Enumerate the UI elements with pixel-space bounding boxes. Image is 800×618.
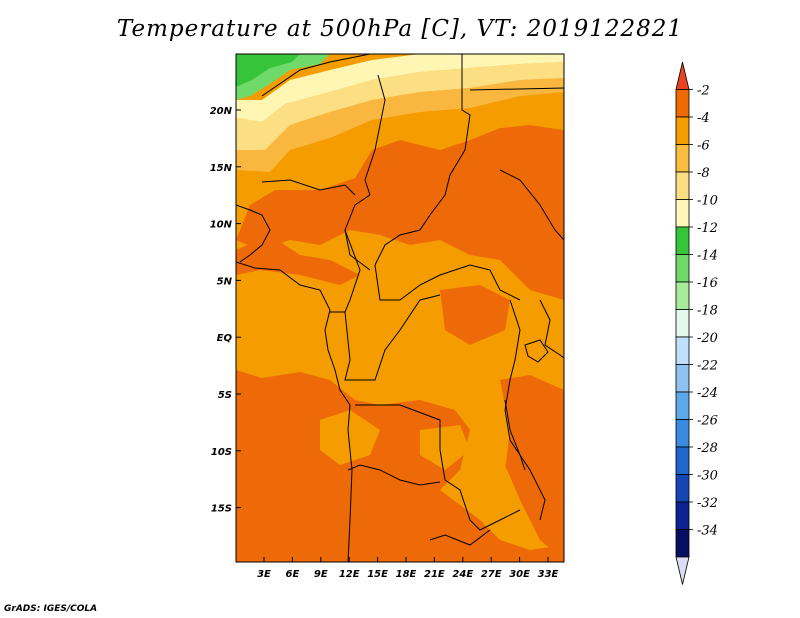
border-angola xyxy=(347,464,441,486)
border-car xyxy=(374,264,521,301)
colorbar-label: -30 xyxy=(697,469,718,484)
colorbar-label: -20 xyxy=(697,331,718,346)
lat-label: 5S xyxy=(218,390,232,401)
lat-label: 5N xyxy=(217,276,233,287)
lat-label: 20N xyxy=(210,106,233,117)
colorbar-label: -32 xyxy=(697,496,718,511)
colorbar-swatch xyxy=(675,419,690,448)
colorbar-label: -6 xyxy=(697,139,710,154)
colorbar-top-arrow xyxy=(675,61,690,90)
field-south-light xyxy=(320,410,380,465)
lon-label: 30E xyxy=(509,569,530,580)
border-east-lakes xyxy=(539,299,564,359)
map-frame xyxy=(235,53,565,563)
border-sudan xyxy=(469,87,564,91)
colorbar-swatch xyxy=(675,391,690,420)
colorbar-label: -28 xyxy=(697,441,718,456)
border-congo xyxy=(344,294,441,381)
field-north-light-orange xyxy=(236,78,564,172)
field-east-dark xyxy=(500,375,564,560)
colorbar-label: -12 xyxy=(697,221,718,236)
border-sudan-east xyxy=(499,169,564,241)
lat-label: 10N xyxy=(210,220,233,231)
colorbar-swatch xyxy=(675,281,690,310)
colorbar-label: -34 xyxy=(697,524,718,539)
lon-label: 24E xyxy=(452,569,473,580)
colorbar-swatch xyxy=(675,474,690,503)
lat-label: 15N xyxy=(210,163,233,174)
lon-label: 9E xyxy=(314,569,328,580)
colorbar-label: -22 xyxy=(697,359,718,374)
coastline-west xyxy=(236,261,353,562)
border-niger-east xyxy=(364,74,386,196)
colorbar-label: -4 xyxy=(697,111,710,126)
field-south-dark xyxy=(236,370,564,562)
colorbar-label: -10 xyxy=(697,194,718,209)
border-cameroon xyxy=(330,229,361,313)
colorbar-swatch xyxy=(675,529,690,558)
colorbar-label: -2 xyxy=(697,84,710,99)
lat-label: 15S xyxy=(211,504,232,515)
colorbar-swatch xyxy=(675,336,690,365)
field-north-dark xyxy=(236,125,564,300)
colorbar-swatch xyxy=(675,446,690,475)
lon-label: 12E xyxy=(339,569,360,580)
colorbar-swatch xyxy=(675,226,690,255)
border-drc-east xyxy=(504,299,546,521)
lat-label: EQ xyxy=(217,333,233,344)
colorbar-swatch xyxy=(675,364,690,393)
colorbar: -2 -4 -6 -8 -10 -12 -14 -16 -18 -20 -22 -24 -26 -28 -3… xyxy=(675,61,718,585)
boundaries xyxy=(236,54,564,562)
field-northwest-green xyxy=(236,54,300,86)
colorbar-label: -24 xyxy=(697,386,718,401)
lat-label: 10S xyxy=(211,447,232,458)
longitude-axis: 3E 6E 9E 12E 15E 18E 21E 24E 27E 30E 33E xyxy=(257,557,559,580)
colorbar-swatch xyxy=(675,89,690,118)
colorbar-label: -8 xyxy=(697,166,710,181)
colorbar-label: -16 xyxy=(697,276,718,291)
temperature-field xyxy=(236,54,564,562)
map-title: Temperature at 500hPa [C], VT: 201912282… xyxy=(116,16,684,42)
field-southeast-light xyxy=(470,465,520,520)
border-chad-east xyxy=(374,54,471,266)
field-north-cream xyxy=(236,54,564,122)
colorbar-swatch xyxy=(675,199,690,228)
lon-label: 15E xyxy=(367,569,388,580)
latitude-axis: 20N 15N 10N 5N EQ 5S 10S 15S xyxy=(210,106,241,515)
lon-label: 3E xyxy=(257,569,271,580)
lake-victoria xyxy=(524,339,549,363)
lake-tanganyika xyxy=(504,399,526,471)
field-south-light-2 xyxy=(420,425,470,470)
lon-label: 33E xyxy=(538,569,559,580)
lon-label: 27E xyxy=(481,569,502,580)
colorbar-bottom-arrow xyxy=(675,556,690,585)
field-central-dark xyxy=(440,285,510,345)
field-north-pale-yellow xyxy=(236,62,564,150)
colorbar-swatch xyxy=(675,171,690,200)
border-niger-north xyxy=(261,54,371,97)
border-drc-south xyxy=(355,404,521,531)
colorbar-swatch xyxy=(675,309,690,338)
grads-credit: GrADS: IGES/COLA xyxy=(4,604,98,614)
colorbar-swatch xyxy=(675,501,690,530)
lon-label: 21E xyxy=(424,569,445,580)
border-nigeria xyxy=(261,179,356,196)
lon-label: 6E xyxy=(286,569,300,580)
lon-label: 18E xyxy=(396,569,417,580)
colorbar-label: -18 xyxy=(697,304,718,319)
colorbar-swatch xyxy=(675,254,690,283)
border-west-countries xyxy=(236,204,271,263)
colorbar-swatch xyxy=(675,116,690,145)
field-north-orange xyxy=(236,92,564,215)
colorbar-label: -14 xyxy=(697,249,718,264)
colorbar-swatch xyxy=(675,144,690,173)
colorbar-label: -26 xyxy=(697,414,718,429)
border-zambia xyxy=(429,529,491,546)
